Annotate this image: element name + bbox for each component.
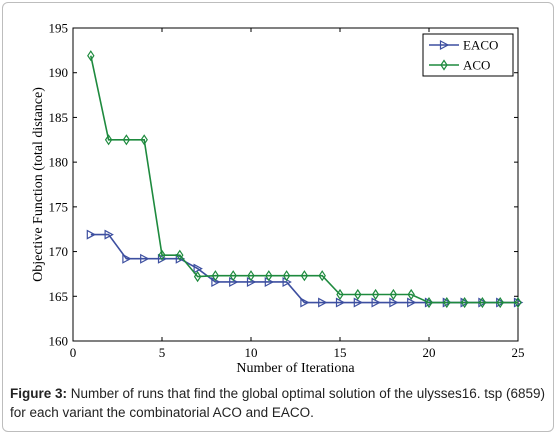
data-point-aco: [104, 134, 113, 146]
data-point-eaco: [318, 297, 328, 308]
x-tick-label: 5: [159, 345, 166, 360]
plot-area: [72, 27, 519, 342]
data-point-aco: [425, 296, 433, 309]
data-point-aco: [389, 288, 398, 301]
legend: EACO ACO: [422, 33, 514, 77]
y-axis-label: Objective Function (total distance): [31, 87, 46, 282]
data-point-aco: [140, 134, 148, 146]
data-point-aco: [354, 288, 362, 301]
data-point-eaco: [104, 229, 114, 240]
caption-label: Figure 3:: [10, 386, 68, 401]
data-point-eaco: [86, 229, 97, 240]
data-point-aco: [176, 249, 184, 261]
data-point-eaco: [140, 253, 150, 264]
data-point-aco: [478, 296, 487, 309]
series-aco: [87, 50, 522, 309]
data-point-aco: [122, 134, 131, 146]
series-eaco: [86, 229, 524, 308]
data-point-aco: [282, 270, 291, 282]
data-point-aco: [211, 270, 220, 282]
y-tick-label: 185: [49, 110, 69, 125]
legend-marker-eaco: [439, 40, 450, 50]
data-point-eaco: [122, 253, 132, 264]
x-axis-label: Number of Iterationa: [236, 361, 355, 376]
data-point-eaco: [175, 253, 186, 264]
axis-ticks: 0 5 10 15 20 25 160 165 170 175 180 185 190 195: [49, 21, 525, 361]
legend-box: [422, 33, 514, 77]
y-tick-label: 180: [49, 155, 69, 170]
legend-label-aco: ACO: [463, 58, 490, 73]
series-line-aco: [90, 55, 518, 304]
data-point-eaco: [407, 297, 417, 308]
series-group: [86, 50, 524, 309]
data-point-aco: [193, 271, 202, 283]
data-point-eaco: [300, 297, 310, 308]
data-point-aco: [443, 296, 451, 309]
data-point-aco: [300, 270, 309, 282]
data-point-eaco: [335, 297, 346, 308]
series-line-eaco: [90, 233, 518, 304]
data-point-eaco: [157, 253, 168, 264]
data-point-eaco: [353, 297, 364, 308]
y-tick-label: 190: [49, 65, 69, 80]
x-tick-label: 10: [245, 345, 258, 360]
data-point-aco: [407, 288, 415, 301]
x-tick-label: 0: [70, 345, 77, 360]
data-point-aco: [336, 288, 344, 301]
line-chart: 0 5 10 15 20 25 160 165 170 175 180 185 190 195 Numbe…: [31, 21, 525, 377]
x-tick-label: 15: [334, 345, 347, 360]
x-tick-label: 20: [423, 345, 436, 360]
data-point-eaco: [193, 263, 203, 274]
x-tick-label: 25: [512, 345, 525, 360]
y-tick-label: 160: [49, 334, 69, 349]
data-point-aco: [514, 296, 522, 309]
caption-text: Number of runs that find the global opti…: [10, 386, 546, 420]
data-point-eaco: [389, 297, 399, 308]
legend-label-eaco: EACO: [463, 38, 498, 53]
figure-caption: Figure 3: Number of runs that find the g…: [10, 384, 550, 422]
data-point-aco: [87, 50, 95, 62]
data-point-aco: [371, 288, 380, 301]
data-point-aco: [265, 270, 273, 282]
y-tick-label: 195: [49, 21, 69, 36]
data-point-aco: [496, 296, 504, 309]
y-tick-label: 165: [49, 289, 69, 304]
data-point-eaco: [371, 297, 381, 308]
y-tick-label: 170: [49, 244, 69, 259]
data-point-aco: [229, 270, 237, 282]
y-tick-label: 175: [49, 199, 69, 214]
data-point-aco: [318, 270, 326, 282]
data-point-aco: [158, 249, 166, 261]
data-point-aco: [247, 270, 255, 282]
data-point-aco: [460, 296, 469, 309]
legend-marker-aco: [440, 59, 448, 71]
